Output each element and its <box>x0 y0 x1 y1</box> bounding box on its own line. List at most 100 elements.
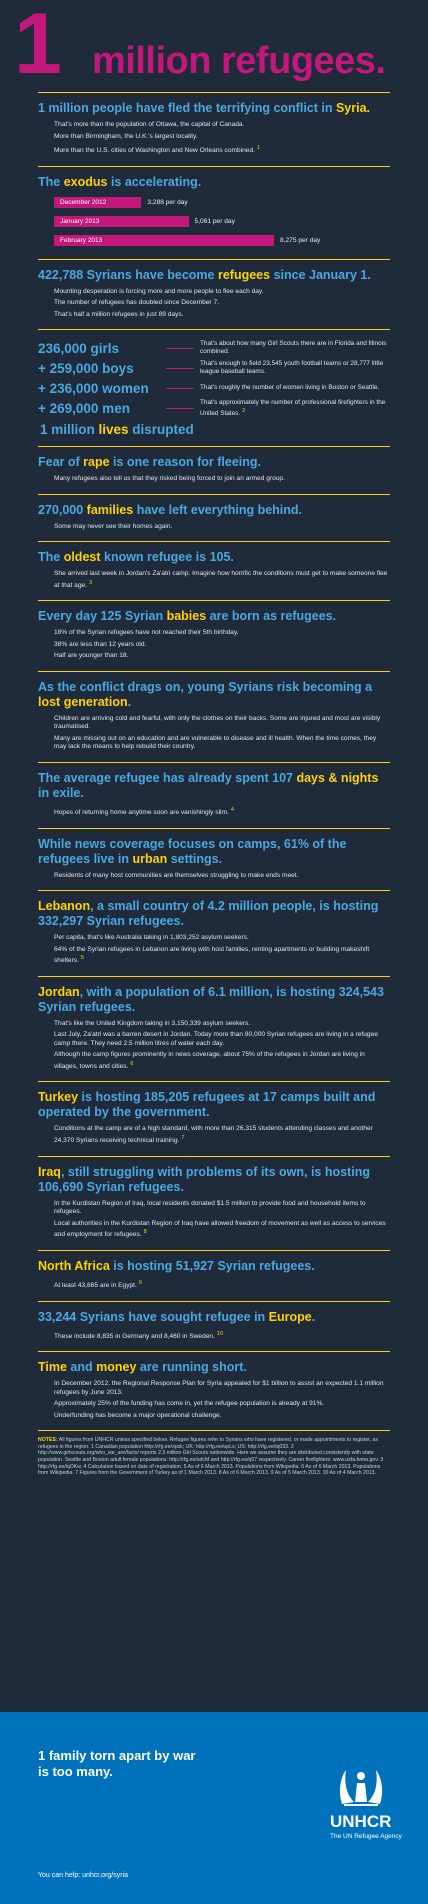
heading-part: Jordan <box>38 984 80 999</box>
heading-part: babies <box>166 609 207 624</box>
people-total: 1 million lives disrupted <box>40 422 390 437</box>
paragraph: Many are missing out on an education and… <box>54 734 377 751</box>
section-heading: Jordan, with a population of 6.1 million… <box>38 985 390 1015</box>
people-amount: + 259,000 boys <box>38 360 134 376</box>
connector <box>166 387 194 389</box>
heading-part: . <box>127 694 132 709</box>
section: 236,000 girls That's about how many Girl … <box>38 329 390 446</box>
section: North Africa is hosting 51,927 Syrian re… <box>38 1249 390 1301</box>
bar-label: December 2012 <box>60 198 107 206</box>
heading-part: are born as refugees. <box>206 609 337 624</box>
paragraph: At least 43,665 are in Egypt. 9 <box>54 1279 142 1289</box>
title: 1 million refugees. <box>0 0 428 92</box>
section: Fear of rape is one reason for fleeing. M… <box>38 446 390 494</box>
footnote-ref: 7 <box>181 1134 185 1141</box>
notes: NOTES: All figures from UNHCR unless spe… <box>38 1430 390 1477</box>
footer: 1 family torn apart by war is too many. … <box>0 1712 428 1904</box>
paragraph: Local authorities in the Kurdistan Regio… <box>54 1219 386 1239</box>
slogan: 1 family torn apart by war is too many. <box>38 1748 196 1780</box>
title-text: million refugees. <box>92 40 386 82</box>
heading-part: lost generation <box>38 694 128 709</box>
heading-part: and <box>66 1360 97 1375</box>
section-heading: 422,788 Syrians have become refugees sin… <box>38 268 390 283</box>
footnote-ref: 4 <box>230 806 234 813</box>
heading-part: is hosting 185,205 refugees at 17 camps … <box>38 1090 376 1120</box>
heading-part: Every day 125 Syrian <box>38 609 167 624</box>
people-amount: + 236,000 women <box>38 380 149 396</box>
heading-part: in exile. <box>38 785 84 800</box>
section-heading: Iraq, still struggling with problems of … <box>38 1165 390 1195</box>
heading-part: 422,788 Syrians have become <box>38 267 218 282</box>
paragraph: Some may never see their homes again. <box>54 522 173 530</box>
heading-part: The <box>38 174 64 189</box>
paragraph: Underfunding has become a major operatio… <box>54 1411 222 1419</box>
heading-part: settings. <box>167 851 223 866</box>
heading-part: known refugee is 105. <box>100 550 234 565</box>
heading-part: The average refugee has already spent 10… <box>38 770 297 785</box>
heading-part: Syria. <box>335 101 371 115</box>
heading-part: Lebanon <box>38 899 91 914</box>
heading-part: , a small country of 4.2 million people,… <box>38 899 379 929</box>
bar-row: February 2013 8,275 per day <box>54 233 390 248</box>
section: Lebanon, a small country of 4.2 million … <box>38 890 390 976</box>
connector <box>166 367 194 369</box>
section-heading: While news coverage focuses on camps, 61… <box>38 837 390 867</box>
paragraph: 38% are less than 12 years old. <box>54 640 147 648</box>
paragraph: She arrived last week in Jordan's Za'atr… <box>54 570 388 589</box>
people-note: That's enough to field 23,545 youth foot… <box>200 360 384 376</box>
section-heading: North Africa is hosting 51,927 Syrian re… <box>38 1259 390 1274</box>
section: 270,000 families have left everything be… <box>38 493 390 542</box>
paragraph: Mounting desperation is forcing more and… <box>54 287 264 295</box>
paragraph: Per capita, that's like Australia taking… <box>54 934 249 942</box>
section-heading: Time and money are running short. <box>38 1360 390 1375</box>
section: Every day 125 Syrian babies are born as … <box>38 600 390 671</box>
org-subtitle: The UN Refugee Agency <box>330 1833 402 1840</box>
paragraph: More than Birmingham, the U.K.'s largest… <box>54 132 198 140</box>
heading-part: is hosting 51,927 Syrian refugees. <box>109 1258 315 1273</box>
heading-part: 1 million people have fled the terrifyin… <box>38 101 336 115</box>
help-link[interactable]: You can help: unhcr.org/syria <box>38 1872 129 1879</box>
section: The exodus is accelerating. December 2012… <box>38 165 390 259</box>
people-row: 236,000 girls That's about how many Girl … <box>38 338 390 358</box>
section-heading: 1 million people have fled the terrifyin… <box>38 101 390 116</box>
footnote-ref: 9 <box>138 1279 142 1286</box>
heading-part: 270,000 <box>38 502 87 517</box>
heading-part: days & nights <box>296 770 379 785</box>
heading-part: oldest <box>63 550 101 565</box>
footnote-ref: 1 <box>256 145 261 151</box>
footnote-ref: 2 <box>242 407 246 414</box>
paragraph: That's half a million refugees in just 8… <box>54 310 184 318</box>
section: The oldest known refugee is 105. She arri… <box>38 541 390 600</box>
heading-part: 33,244 Syrians have sought refugee in <box>38 1309 269 1324</box>
section: Jordan, with a population of 6.1 million… <box>38 975 390 1082</box>
paragraph: Children are arriving cold and fearful, … <box>54 714 381 731</box>
heading-part: Fear of <box>38 455 84 470</box>
paragraph: 18% of the Syrian refugees have not reac… <box>54 629 239 637</box>
heading-part: since January 1. <box>270 267 371 282</box>
paragraph: Although the camp figures prominently in… <box>54 1051 365 1070</box>
heading-part: exodus <box>63 174 108 189</box>
bar: February 2013 <box>54 234 274 246</box>
section: 1 million people have fled the terrifyin… <box>38 92 390 166</box>
section-heading: The exodus is accelerating. <box>38 175 390 190</box>
heading-part: North Africa <box>38 1258 110 1273</box>
footnote-ref: 10 <box>216 1330 224 1337</box>
notes-label: NOTES: <box>38 1437 58 1444</box>
paragraph: Conditions at the camp are of a high sta… <box>54 1125 373 1145</box>
paragraph: That's like the United Kingdom taking in… <box>54 1019 251 1027</box>
bar: December 2012 <box>54 196 142 208</box>
paragraph: These include 8,835 in Germany and 8,460… <box>54 1330 224 1340</box>
paragraph: Last July, Za'atri was a barren desert i… <box>54 1031 378 1047</box>
paragraph: In the Kurdistan Region of Iraq, local r… <box>54 1199 366 1216</box>
slogan-line: is too many. <box>38 1764 113 1779</box>
heading-part: While news coverage focuses on camps, 61… <box>38 836 347 866</box>
heading-part: Europe <box>268 1309 312 1324</box>
section: 33,244 Syrians have sought refugee in Eu… <box>38 1300 390 1352</box>
org-name: UNHCR <box>330 1812 392 1831</box>
people-note: That's approximately the number of profe… <box>200 398 386 417</box>
heading-part: is accelerating. <box>107 174 202 189</box>
bar-value: 3,288 per day <box>147 198 188 206</box>
connector <box>166 347 194 349</box>
paragraph: Hopes of returning home anytime soon are… <box>54 806 234 817</box>
